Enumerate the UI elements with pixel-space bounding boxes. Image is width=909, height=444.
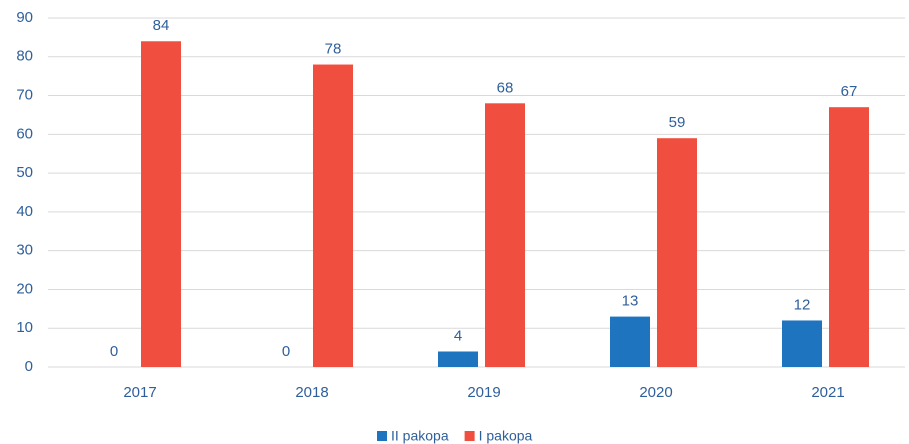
data-label: 13: [622, 293, 639, 310]
bar: [610, 316, 650, 367]
data-label: 67: [841, 83, 858, 100]
data-label: 68: [497, 79, 514, 96]
bar: [657, 138, 697, 367]
y-tick-label: 80: [16, 48, 33, 65]
data-label: 4: [454, 327, 462, 344]
data-label: 0: [110, 343, 118, 360]
bar: [782, 320, 822, 367]
data-label: 12: [794, 296, 811, 313]
legend-swatch: [377, 431, 387, 441]
data-label: 59: [669, 114, 686, 131]
data-label: 0: [282, 343, 290, 360]
legend-label: I pakopa: [479, 428, 533, 444]
x-tick-label: 2021: [811, 384, 844, 401]
data-label: 84: [153, 17, 170, 34]
x-tick-label: 2019: [467, 384, 500, 401]
x-tick-label: 2020: [639, 384, 672, 401]
y-tick-label: 50: [16, 164, 33, 181]
bar: [313, 64, 353, 368]
y-tick-label: 30: [16, 242, 33, 259]
y-tick-label: 20: [16, 280, 33, 297]
x-tick-label: 2018: [295, 384, 328, 401]
x-tick-label: 2017: [123, 384, 156, 401]
bar: [141, 41, 181, 368]
y-tick-label: 90: [16, 9, 33, 26]
legend-swatch: [464, 431, 475, 441]
y-tick-label: 60: [16, 125, 33, 142]
y-tick-label: 70: [16, 87, 33, 104]
bar: [829, 107, 869, 367]
legend-label: II pakopa: [391, 428, 449, 444]
y-tick-label: 0: [25, 358, 33, 375]
bar: [485, 103, 525, 368]
data-label: 78: [325, 41, 342, 58]
y-tick-label: 40: [16, 203, 33, 220]
y-tick-label: 10: [16, 319, 33, 336]
bar: [438, 351, 478, 367]
